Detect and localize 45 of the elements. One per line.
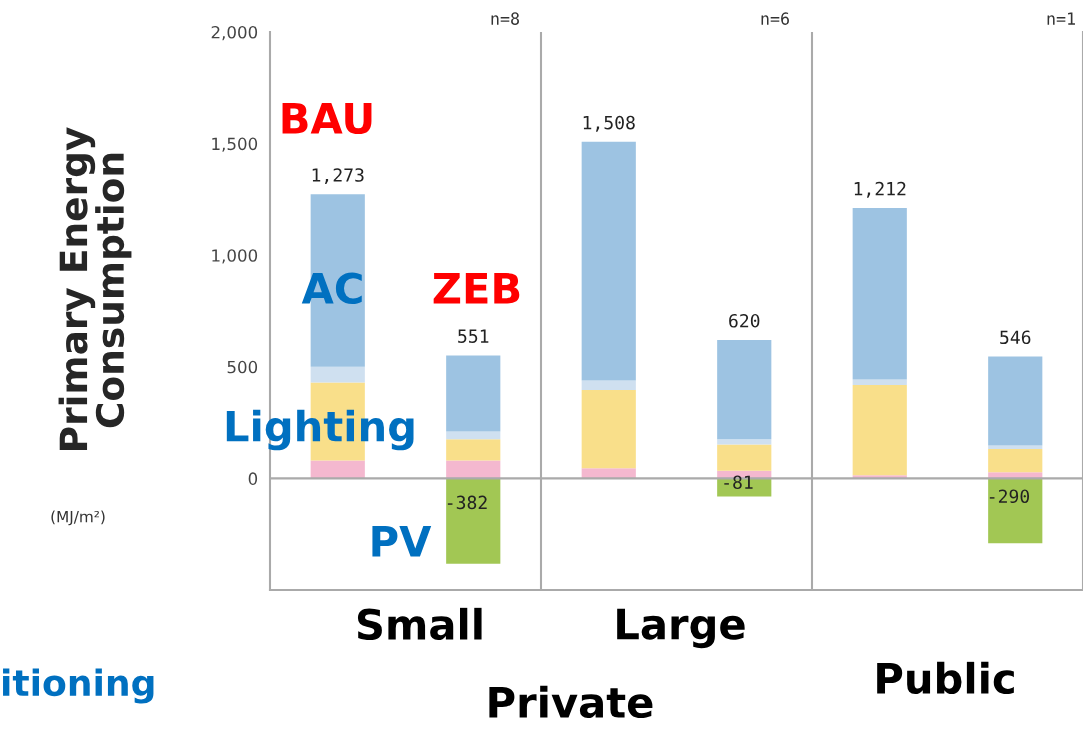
annotation: BAU (282, 103, 372, 135)
text: (MJ/m²) (51, 510, 105, 526)
annotation: 546 (1000, 330, 1031, 345)
text: n=8 (491, 12, 519, 25)
y-tick-label: 1,000 (212, 249, 258, 264)
bar (446, 439, 501, 461)
bar (988, 445, 1043, 449)
y-tick-label: 1,500 (212, 137, 258, 152)
text: Large (617, 608, 745, 649)
bar (852, 379, 907, 385)
bar (581, 380, 636, 391)
bar (581, 390, 636, 469)
bar (581, 141, 636, 381)
data-label: -382 (447, 495, 487, 510)
annotation: 1,212 (854, 181, 906, 198)
annotation: 1,273 (312, 168, 364, 185)
annotation: ZEB (433, 273, 520, 304)
bar (446, 355, 501, 432)
text: Private (489, 685, 653, 719)
bar (717, 340, 772, 440)
text: n=1 (1047, 12, 1075, 25)
text: Public (877, 661, 1014, 695)
y-axis-title: Primary Energy Consumption (58, 127, 132, 450)
annotation: 620 (729, 313, 760, 328)
data-label: -290 (989, 489, 1030, 504)
bar (852, 384, 907, 476)
y-tick-label: 2,000 (211, 25, 258, 41)
bar (310, 366, 365, 383)
y-tick-label: 500 (227, 360, 258, 374)
text: itioning (3, 668, 154, 704)
annotation: PV (372, 526, 432, 557)
bar (988, 356, 1043, 446)
bar (717, 439, 772, 445)
text: Small (357, 607, 482, 641)
bar (852, 207, 907, 380)
text: n=6 (761, 12, 789, 25)
annotation: 551 (458, 329, 489, 343)
annotation: 1,508 (583, 115, 635, 132)
y-tick-label: 0 (248, 472, 258, 485)
data-label: -81 (724, 475, 753, 490)
bar (446, 478, 501, 564)
bar (988, 478, 1043, 544)
annotation: Lighting (226, 409, 414, 451)
bar (988, 448, 1043, 473)
bar (717, 444, 772, 471)
